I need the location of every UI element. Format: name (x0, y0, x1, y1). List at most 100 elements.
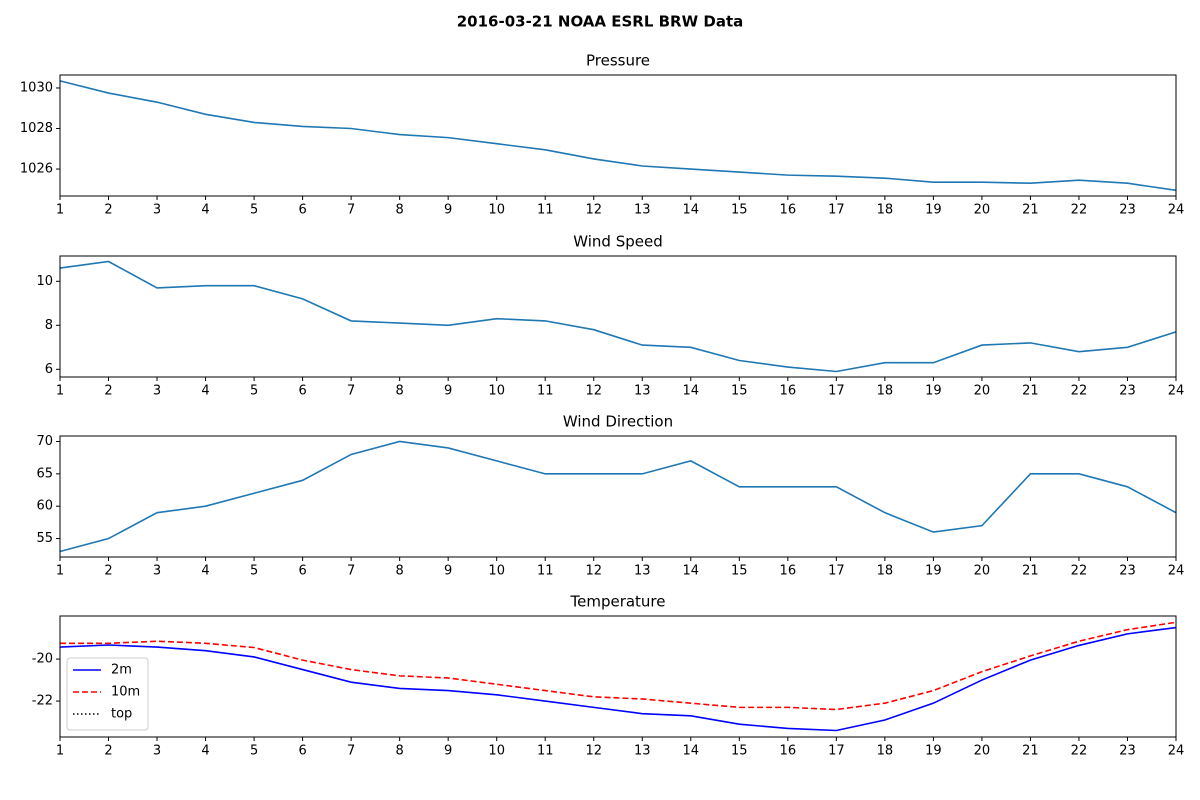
x-tick-label: 12 (585, 384, 602, 399)
x-tick-label: 5 (250, 203, 258, 218)
x-tick-label: 16 (780, 203, 797, 218)
axes-frame (59, 435, 1177, 558)
y-tick-label: 65 (36, 466, 53, 481)
x-tick-label: 4 (201, 203, 209, 218)
x-tick-label: 19 (925, 384, 942, 399)
y-tick-label: -20 (32, 652, 53, 667)
axes-frame (59, 615, 1177, 738)
x-tick-label: 6 (298, 744, 306, 759)
x-tick-label: 11 (537, 203, 554, 218)
panel-title: Wind Direction (563, 413, 673, 431)
x-tick-label: 12 (585, 203, 602, 218)
x-tick-label: 10 (488, 744, 505, 759)
y-tick-label: 1028 (20, 121, 53, 136)
x-tick-label: 15 (731, 384, 748, 399)
x-tick-label: 11 (537, 384, 554, 399)
x-tick-label: 19 (925, 744, 942, 759)
x-tick-label: 19 (925, 564, 942, 579)
legend-label: top (111, 707, 132, 722)
y-tick-label: 1026 (20, 162, 53, 177)
x-tick-label: 5 (250, 384, 258, 399)
x-tick-label: 18 (877, 384, 894, 399)
x-tick-label: 22 (1071, 203, 1088, 218)
x-tick-label: 7 (347, 203, 355, 218)
series-line (59, 260, 1177, 373)
legend-box (66, 657, 149, 731)
x-tick-label: 9 (444, 203, 452, 218)
x-tick-label: 2 (104, 384, 112, 399)
x-tick-label: 18 (877, 564, 894, 579)
series-line (60, 621, 1177, 711)
x-tick-label: 11 (537, 564, 554, 579)
x-tick-label: 22 (1071, 384, 1088, 399)
axes-frame (59, 255, 1177, 378)
x-tick-label: 16 (780, 564, 797, 579)
x-tick-label: 5 (250, 744, 258, 759)
x-tick-label: 24 (1168, 384, 1185, 399)
series-line (59, 80, 1177, 192)
x-tick-label: 9 (444, 744, 452, 759)
x-tick-label: 3 (153, 744, 161, 759)
y-tick-label: 60 (36, 499, 53, 514)
x-tick-label: 7 (347, 744, 355, 759)
x-tick-label: 21 (1022, 744, 1039, 759)
x-tick-label: 12 (585, 564, 602, 579)
x-tick-label: 11 (537, 744, 554, 759)
x-tick-label: 13 (634, 203, 651, 218)
x-tick-label: 4 (201, 744, 209, 759)
x-tick-label: 1 (56, 203, 64, 218)
axes-frame (59, 74, 1177, 197)
series-line (59, 626, 1177, 732)
x-tick-label: 13 (634, 744, 651, 759)
x-tick-label: 7 (347, 384, 355, 399)
x-tick-label: 6 (298, 384, 306, 399)
x-tick-label: 8 (396, 384, 404, 399)
x-tick-label: 12 (585, 744, 602, 759)
y-tick-label: -22 (32, 694, 53, 709)
panel-title: Pressure (586, 52, 650, 70)
x-tick-label: 5 (250, 564, 258, 579)
x-tick-label: 9 (444, 384, 452, 399)
x-tick-label: 17 (828, 203, 845, 218)
x-tick-label: 13 (634, 564, 651, 579)
x-tick-label: 21 (1022, 384, 1039, 399)
x-tick-label: 17 (828, 564, 845, 579)
x-tick-label: 24 (1168, 744, 1185, 759)
x-tick-label: 2 (104, 564, 112, 579)
panel-title: Temperature (569, 593, 665, 611)
x-tick-label: 21 (1022, 203, 1039, 218)
x-tick-label: 3 (153, 203, 161, 218)
x-tick-label: 20 (974, 203, 991, 218)
x-tick-label: 3 (153, 384, 161, 399)
x-tick-label: 16 (780, 384, 797, 399)
x-tick-label: 14 (683, 384, 700, 399)
x-tick-label: 7 (347, 564, 355, 579)
x-tick-label: 4 (201, 384, 209, 399)
x-tick-label: 2 (104, 203, 112, 218)
x-tick-label: 18 (877, 203, 894, 218)
x-tick-label: 6 (298, 203, 306, 218)
x-tick-label: 17 (828, 384, 845, 399)
x-tick-label: 14 (683, 203, 700, 218)
x-tick-label: 20 (974, 384, 991, 399)
x-tick-label: 14 (683, 744, 700, 759)
x-tick-label: 8 (396, 564, 404, 579)
x-tick-label: 15 (731, 203, 748, 218)
x-tick-label: 8 (396, 203, 404, 218)
y-tick-label: 8 (45, 318, 53, 333)
x-tick-label: 19 (925, 203, 942, 218)
figure-title: 2016-03-21 NOAA ESRL BRW Data (457, 13, 744, 31)
x-tick-label: 9 (444, 564, 452, 579)
x-tick-label: 10 (488, 203, 505, 218)
y-tick-label: 6 (45, 362, 53, 377)
x-tick-label: 23 (1119, 203, 1136, 218)
y-tick-label: 70 (36, 434, 53, 449)
x-tick-label: 17 (828, 744, 845, 759)
x-tick-label: 13 (634, 384, 651, 399)
x-tick-label: 15 (731, 744, 748, 759)
panel-title: Wind Speed (573, 233, 663, 251)
x-tick-label: 10 (488, 564, 505, 579)
x-tick-label: 18 (877, 744, 894, 759)
x-tick-label: 21 (1022, 564, 1039, 579)
